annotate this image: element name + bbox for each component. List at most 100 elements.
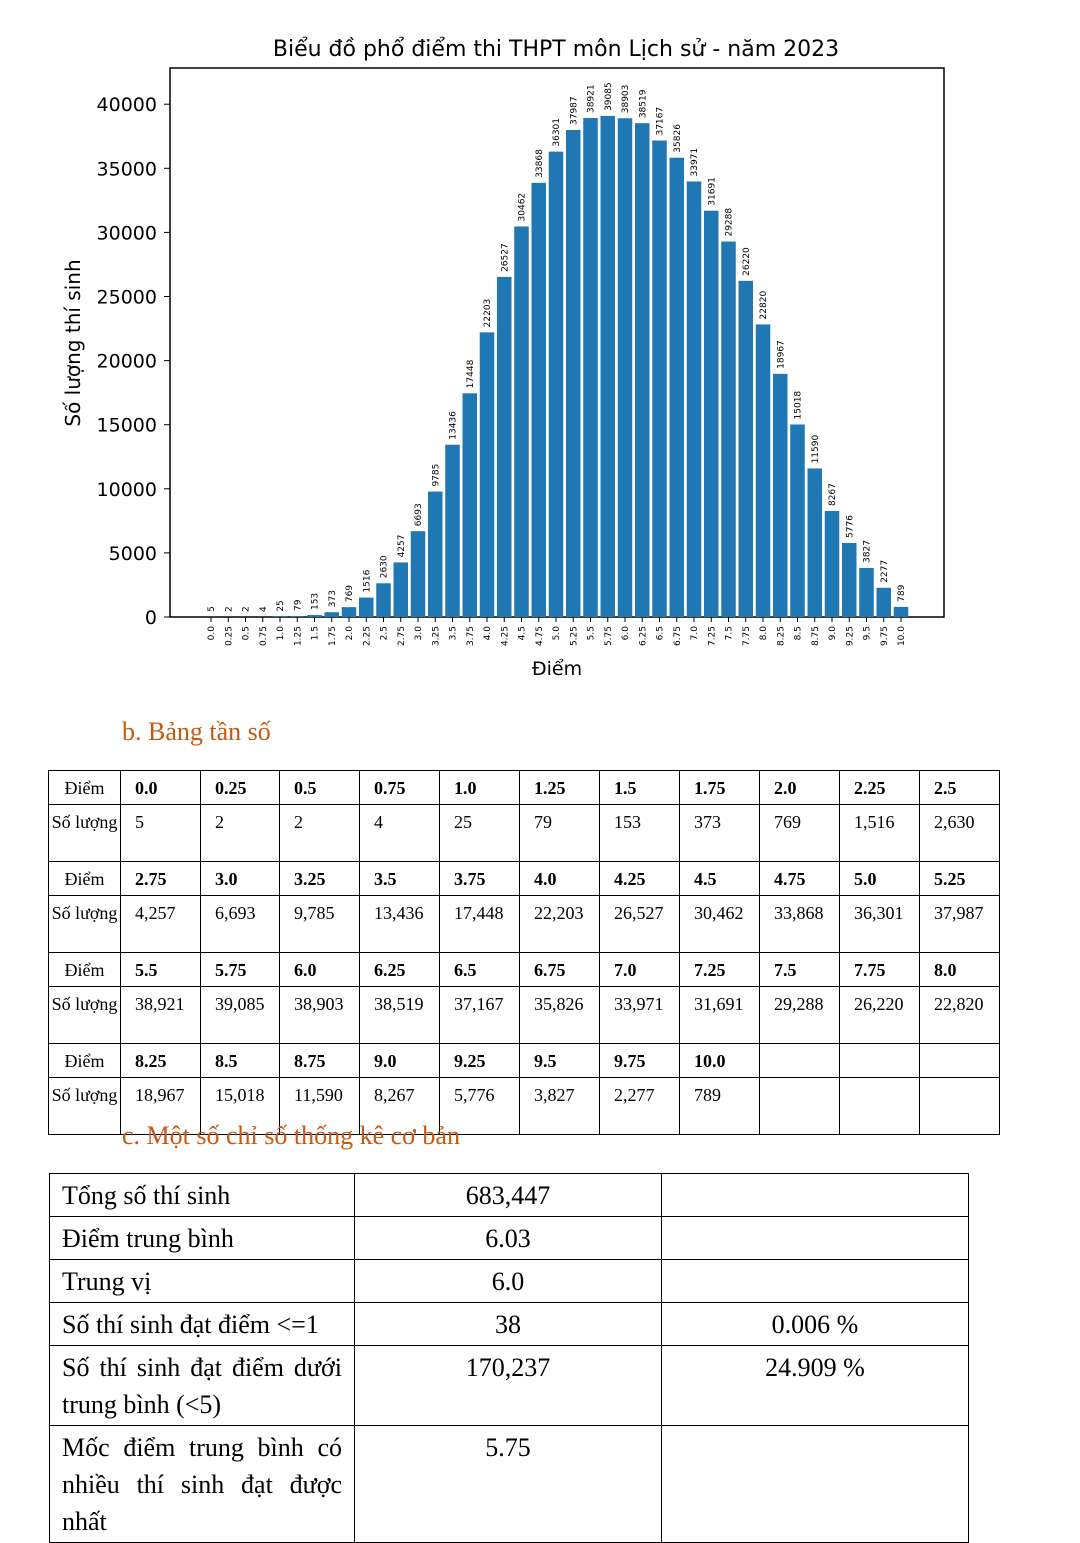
score-cell: 4.25 [600, 862, 680, 896]
stat-label: Điểm trung bình [50, 1217, 355, 1260]
stat-label: Mốc điểm trung bình có nhiều thí sinh đạ… [50, 1426, 355, 1543]
x-tick-label: 4.5 [518, 626, 528, 640]
count-cell: 38,903 [280, 987, 360, 1044]
score-cell: 8.75 [280, 1044, 360, 1078]
bar-value-label: 4257 [397, 535, 407, 558]
count-cell: 26,220 [840, 987, 920, 1044]
score-cell: 3.75 [440, 862, 520, 896]
count-row-header: Số lượng [49, 987, 121, 1044]
stat-percent [662, 1260, 969, 1303]
bar-4.0 [480, 332, 495, 617]
x-tick-label: 9.0 [828, 626, 838, 641]
x-tick-label: 7.25 [707, 626, 717, 646]
stat-percent [662, 1426, 969, 1543]
x-tick-label: 0.25 [224, 626, 234, 646]
stat-label: Tổng số thí sinh [50, 1174, 355, 1217]
x-tick-label: 4.25 [500, 626, 510, 646]
score-cell [760, 1044, 840, 1078]
stat-value: 6.03 [355, 1217, 662, 1260]
score-cell [840, 1044, 920, 1078]
count-cell: 1,516 [840, 805, 920, 862]
y-tick-label: 20000 [97, 351, 157, 373]
bar-value-label: 30462 [518, 193, 528, 222]
x-tick-label: 0.75 [259, 626, 269, 646]
bar-5.0 [549, 152, 564, 617]
bar-8.0 [756, 324, 771, 617]
x-tick-label: 1.25 [293, 626, 303, 646]
x-tick-label: 6.25 [638, 626, 648, 646]
score-cell: 8.5 [201, 1044, 280, 1078]
bar-2.0 [342, 607, 357, 617]
score-cell: 4.5 [680, 862, 760, 896]
bar-10.0 [894, 607, 909, 617]
score-cell: 0.25 [201, 771, 280, 805]
score-cell [920, 1044, 1000, 1078]
bar-6.25 [635, 123, 650, 617]
count-cell: 789 [680, 1078, 760, 1135]
score-cell: 3.5 [360, 862, 440, 896]
score-cell: 0.5 [280, 771, 360, 805]
y-tick-label: 5000 [109, 543, 157, 565]
score-cell: 6.5 [440, 953, 520, 987]
bar-value-label: 2277 [880, 560, 890, 583]
stat-value: 6.0 [355, 1260, 662, 1303]
bar-4.75 [532, 183, 547, 617]
bar-value-label: 36301 [552, 118, 562, 147]
x-tick-label: 1.5 [311, 626, 321, 640]
bar-value-label: 18967 [776, 340, 786, 369]
score-cell: 6.25 [360, 953, 440, 987]
bar-value-label: 13436 [449, 411, 459, 440]
bar-2.5 [376, 583, 391, 617]
score-cell: 3.25 [280, 862, 360, 896]
score-cell: 7.0 [600, 953, 680, 987]
count-cell: 2 [201, 805, 280, 862]
bar-value-label: 11590 [811, 435, 821, 464]
stat-percent: 24.909 % [662, 1346, 969, 1426]
bar-5.25 [566, 130, 581, 617]
score-distribution-chart: Biểu đồ phổ điểm thi THPT môn Lịch sử - … [0, 0, 1080, 700]
bar-value-label: 2 [242, 606, 252, 612]
x-tick-label: 6.5 [656, 626, 666, 640]
count-row-header: Số lượng [49, 805, 121, 862]
bar-6.5 [652, 141, 667, 617]
count-cell: 25 [440, 805, 520, 862]
bar-7.25 [704, 211, 719, 617]
count-cell: 6,693 [201, 896, 280, 953]
bar-4.25 [497, 277, 512, 617]
count-cell: 2,277 [600, 1078, 680, 1135]
count-cell: 29,288 [760, 987, 840, 1044]
bar-4.5 [514, 226, 529, 617]
x-tick-label: 8.75 [811, 626, 821, 646]
count-cell: 39,085 [201, 987, 280, 1044]
x-tick-label: 7.0 [690, 626, 700, 641]
score-cell: 7.25 [680, 953, 760, 987]
stat-value: 38 [355, 1303, 662, 1346]
y-tick-label: 40000 [97, 94, 157, 116]
score-cell: 2.25 [840, 771, 920, 805]
stat-value: 5.75 [355, 1426, 662, 1543]
x-tick-label: 2.5 [380, 626, 390, 640]
count-cell: 36,301 [840, 896, 920, 953]
y-tick-label: 35000 [97, 158, 157, 180]
stat-row: Mốc điểm trung bình có nhiều thí sinh đạ… [50, 1426, 969, 1543]
bar-value-label: 6693 [414, 503, 424, 526]
x-tick-label: 3.0 [414, 626, 424, 641]
x-tick-label: 5.0 [552, 626, 562, 641]
score-cell: 6.75 [520, 953, 600, 987]
count-row-header: Số lượng [49, 1078, 121, 1135]
stat-value: 683,447 [355, 1174, 662, 1217]
count-cell: 5 [121, 805, 201, 862]
count-cell: 26,527 [600, 896, 680, 953]
bar-2.25 [359, 598, 374, 617]
count-cell: 33,971 [600, 987, 680, 1044]
x-tick-label: 2.0 [345, 626, 355, 641]
score-cell: 0.75 [360, 771, 440, 805]
